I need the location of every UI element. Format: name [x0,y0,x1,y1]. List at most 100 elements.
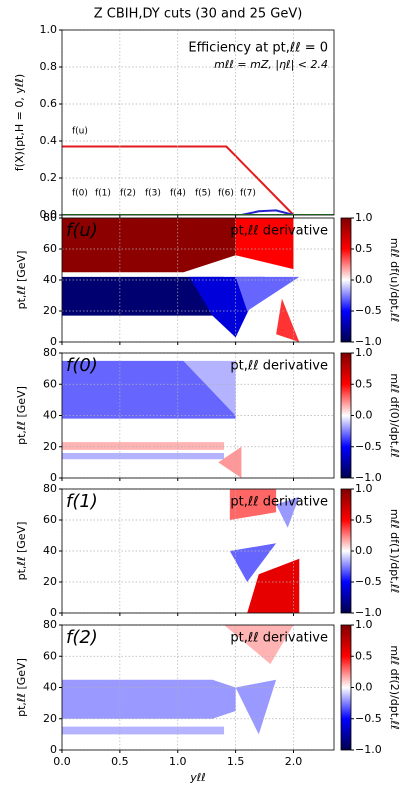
colorbar-tick-label: −0.5 [355,304,382,317]
plot-area [62,145,334,215]
x-axis-label: yℓℓ [189,771,206,784]
x-tick-label: 0.0 [53,755,71,768]
heatmap-region [224,625,294,665]
figure-title: Z CBIH,DY cuts (30 and 25 GeV) [94,7,303,22]
heatmap-region [62,276,225,316]
axes-frame [61,488,335,614]
y-tick-label: 40 [43,681,57,694]
heatmap-region [247,558,300,613]
plot-area [62,218,300,342]
y-tick-label: 20 [43,575,57,588]
y-tick-label: 60 [43,377,57,390]
heatmap-region [229,489,277,520]
y-tick-label: 20 [43,440,57,453]
plot-area [62,625,294,735]
y-axis-label: pt,ℓℓ [GeV] [15,522,28,581]
colorbar-tick-label: 1.0 [355,618,373,631]
y-tick-label: 80 [43,346,57,359]
y-tick-label: 40 [43,273,57,286]
panel-annotation: pt,ℓℓ derivative [230,359,328,374]
heatmap-region [235,218,294,270]
y-tick-label: 0 [50,471,57,484]
line-label: f(6) [218,189,234,199]
x-tick-label: 1.0 [169,755,187,768]
y-axis-label: pt,ℓℓ [GeV] [15,251,28,310]
panel-annotation: pt,ℓℓ derivative [230,495,328,510]
y-tick-label: 0 [50,335,57,348]
panel-label: f(0) [66,355,98,376]
colorbar-tick-label: 1.0 [355,346,373,359]
line-label: f(0) [72,189,88,199]
y-axis-label: pt,ℓℓ [GeV] [15,386,28,445]
heatmap-region [62,218,236,273]
colorbar-tick-label: 0.5 [355,242,373,255]
colorbar-tick-label: −1.0 [355,606,382,619]
x-tick-label: 1.5 [227,755,245,768]
y-tick-label: 0.8 [40,60,58,73]
heatmap-region [218,446,242,478]
colorbar-tick-label: 0.0 [355,544,373,557]
line-label: f(5) [195,189,211,199]
colorbar-tick-label: −0.5 [355,712,382,725]
panel-annotation: pt,ℓℓ derivative [230,224,328,239]
annotation: Efficiency at pt,ℓℓ = 0 [188,41,328,56]
colorbar-tick-label: 0.5 [355,649,373,662]
colorbar-label: mℓℓ df(1)/dpt,ℓℓ [388,509,401,593]
colorbar [340,217,352,343]
y-tick-label: 80 [43,211,57,224]
colorbar-tick-label: −1.0 [355,335,382,348]
colorbar-tick-label: −1.0 [355,471,382,484]
heatmap-region [235,679,277,735]
plot-area [62,360,242,478]
heatmap-region [62,453,225,460]
heatmap-region [229,543,277,582]
axes-frame [61,352,335,479]
heatmap-region [183,360,236,416]
y-axis-label: pt,ℓℓ [GeV] [15,658,28,717]
colorbar-tick-label: 1.0 [355,211,373,224]
heatmap-region [235,276,300,311]
y-tick-label: 0.0 [40,208,58,221]
heatmap-region [62,679,236,719]
line [62,145,295,215]
heatmap-region [62,442,225,450]
colorbar-tick-label: −0.5 [355,575,382,588]
axes-frame [61,217,335,343]
colorbar-label: mℓℓ df(2)/dpt,ℓℓ [388,645,401,729]
line-label: f(1) [95,189,111,199]
colorbar [340,488,352,614]
colorbar-tick-label: −1.0 [355,743,382,756]
colorbar [340,624,352,751]
heatmap-region [62,360,236,419]
y-axis-label: f(X)(pt,H = 0, yℓℓ) [13,74,26,171]
colorbar-tick-label: −0.5 [355,440,382,453]
y-tick-label: 1.0 [40,23,58,36]
y-tick-label: 80 [43,618,57,631]
y-tick-label: 0 [50,606,57,619]
colorbar-tick-label: 1.0 [355,482,373,495]
line-label: f(3) [145,189,161,199]
panel-label: f(1) [66,491,98,512]
colorbar-tick-label: 0.0 [355,681,373,694]
y-tick-label: 0.4 [40,134,58,147]
y-tick-label: 0.6 [40,97,58,110]
colorbar-tick-label: 0.0 [355,273,373,286]
colorbar-tick-label: 0.5 [355,377,373,390]
line-label: f(7) [240,189,256,199]
y-tick-label: 0.2 [40,171,58,184]
y-tick-label: 40 [43,544,57,557]
colorbar-tick-label: 0.0 [355,409,373,422]
y-tick-label: 40 [43,409,57,422]
line-label: f(u) [72,127,88,137]
x-tick-label: 0.5 [111,755,129,768]
line-label: f(2) [120,189,136,199]
colorbar-label: mℓℓ df(0)/dpt,ℓℓ [388,373,401,457]
y-tick-label: 0 [50,743,57,756]
panel-label: f(2) [66,627,98,648]
y-tick-label: 60 [43,649,57,662]
heatmap-region [276,298,300,342]
colorbar-tick-label: 0.5 [355,513,373,526]
colorbar [340,352,352,479]
annotation: mℓℓ = mZ, |ηℓ| < 2.4 [214,58,328,71]
